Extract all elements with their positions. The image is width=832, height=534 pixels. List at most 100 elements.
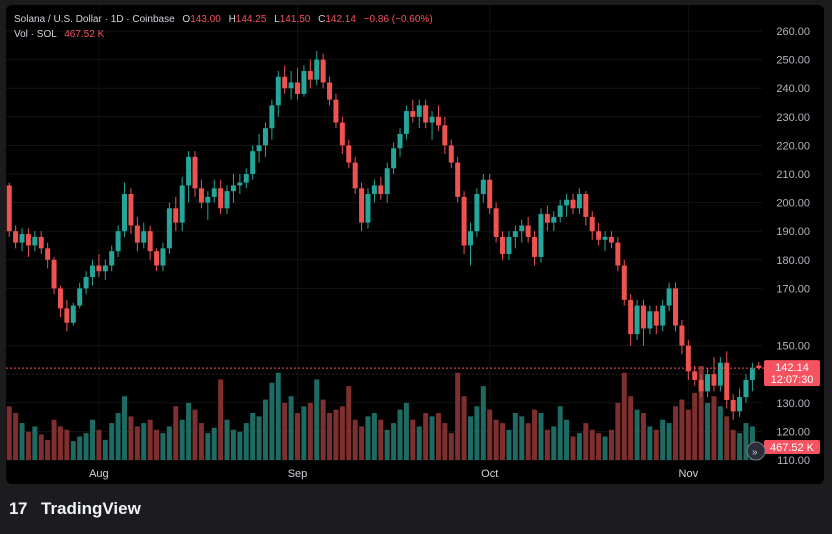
candle-body xyxy=(403,111,409,134)
volume-bar xyxy=(410,419,416,460)
volume-bar xyxy=(186,402,192,460)
volume-bar xyxy=(679,399,685,460)
volume-bar xyxy=(442,423,448,460)
candle-body xyxy=(192,156,198,189)
tradingview-logo-icon[interactable]: 17 xyxy=(9,499,27,518)
candle-body xyxy=(269,105,275,129)
candle-body xyxy=(442,125,448,146)
candle-body xyxy=(173,208,179,223)
candle-body xyxy=(346,145,352,163)
candle-body xyxy=(154,251,160,266)
candle-body xyxy=(13,231,19,243)
volume-bar xyxy=(685,409,691,460)
candle-body xyxy=(602,236,608,240)
volume-bar xyxy=(211,427,217,460)
scroll-to-realtime-button[interactable]: » xyxy=(746,441,766,461)
volume-bar xyxy=(128,416,134,460)
candle-body xyxy=(25,234,31,246)
candle-body xyxy=(391,148,397,169)
candle-body xyxy=(519,225,525,232)
volume-bar xyxy=(205,433,211,460)
candle-body xyxy=(320,59,326,83)
volume-bar xyxy=(96,429,102,460)
chart-legend: Solana / U.S. Dollar · 1D · Coinbase O14… xyxy=(14,12,433,42)
volume-bar xyxy=(608,429,614,460)
candle-body xyxy=(551,216,557,223)
volume-label[interactable]: Vol · SOL xyxy=(14,29,57,40)
volume-bar xyxy=(224,419,230,460)
volume-bar xyxy=(115,413,121,460)
volume-bar xyxy=(160,433,166,460)
candle-body xyxy=(230,185,236,192)
candle-body xyxy=(295,82,301,94)
candle-body xyxy=(134,225,140,243)
candle-body xyxy=(660,305,666,326)
change-value: −0.86 (−0.60%) xyxy=(363,14,433,25)
candle-body xyxy=(435,116,441,126)
volume-bar xyxy=(403,402,409,460)
last-volume-value: 467.52 K xyxy=(770,442,815,454)
volume-bar xyxy=(198,423,204,460)
volume-bar xyxy=(109,423,115,460)
symbol-description[interactable]: Solana / U.S. Dollar · 1D · Coinbase xyxy=(14,14,175,25)
volume-bar xyxy=(32,426,38,460)
volume-bar xyxy=(673,406,679,460)
candle-body xyxy=(282,76,288,89)
candle-body xyxy=(397,133,403,149)
candle-body xyxy=(666,288,672,306)
volume-bar xyxy=(730,429,736,460)
candle-body xyxy=(115,231,121,252)
volume-value: 467.52 K xyxy=(64,29,105,40)
candle-body xyxy=(186,156,192,186)
price-tick-label: 240.00 xyxy=(776,83,810,95)
time-tick-label: Aug xyxy=(89,468,109,480)
arrow-right-icon: » xyxy=(752,447,758,458)
chart-canvas[interactable]: 260.00 250.00 240.00 230.00 220.00 210.00 200.… xyxy=(6,5,824,484)
candle-body xyxy=(32,236,38,246)
candle-body xyxy=(301,71,307,94)
volume-bar xyxy=(602,436,608,460)
volume-bar xyxy=(102,439,108,460)
volume-bar xyxy=(653,429,659,460)
candle-body xyxy=(160,248,166,266)
volume-bar xyxy=(743,423,749,460)
volume-bar xyxy=(512,413,518,460)
candle-body xyxy=(371,185,377,195)
volume-bar xyxy=(230,429,236,460)
price-tick-label: 200.00 xyxy=(776,198,810,210)
candle-body xyxy=(250,151,256,174)
footer: 17 TradingView xyxy=(9,497,141,521)
candle-body xyxy=(102,265,108,272)
candle-body xyxy=(711,374,717,386)
volume-bar xyxy=(51,419,57,460)
volume-badge: 467.52 K xyxy=(764,440,820,454)
candle-body xyxy=(218,188,224,209)
candle-body xyxy=(589,216,595,232)
price-axis[interactable]: 260.00 250.00 240.00 230.00 220.00 210.00 200.… xyxy=(776,26,810,467)
price-tick-label: 170.00 xyxy=(776,283,810,295)
candle-body xyxy=(198,188,204,203)
brand-name[interactable]: TradingView xyxy=(41,499,141,518)
volume-bar xyxy=(218,379,224,460)
candle-body xyxy=(679,325,685,346)
candle-body xyxy=(532,236,538,257)
price-legend-row: Solana / U.S. Dollar · 1D · Coinbase O14… xyxy=(14,12,433,27)
volume-bar xyxy=(737,433,743,460)
volume-bar xyxy=(173,406,179,460)
volume-bar xyxy=(365,416,371,460)
candle-body xyxy=(224,191,230,209)
volume-bar xyxy=(301,406,307,460)
chart-frame[interactable]: 260.00 250.00 240.00 230.00 220.00 210.00 200.… xyxy=(6,5,824,484)
volume-bar xyxy=(45,439,51,460)
open-value: 143.00 xyxy=(190,14,221,25)
candle-body xyxy=(70,305,76,323)
candle-body xyxy=(474,194,480,232)
high-label: H xyxy=(228,14,236,25)
last-price-value: 142.14 xyxy=(775,362,809,374)
volume-bar xyxy=(134,426,140,460)
time-axis[interactable]: Aug Sep Oct Nov xyxy=(89,468,698,480)
candle-body xyxy=(640,305,646,329)
volume-bar xyxy=(724,416,730,460)
volume-bar xyxy=(70,441,76,460)
candle-body xyxy=(634,305,640,335)
